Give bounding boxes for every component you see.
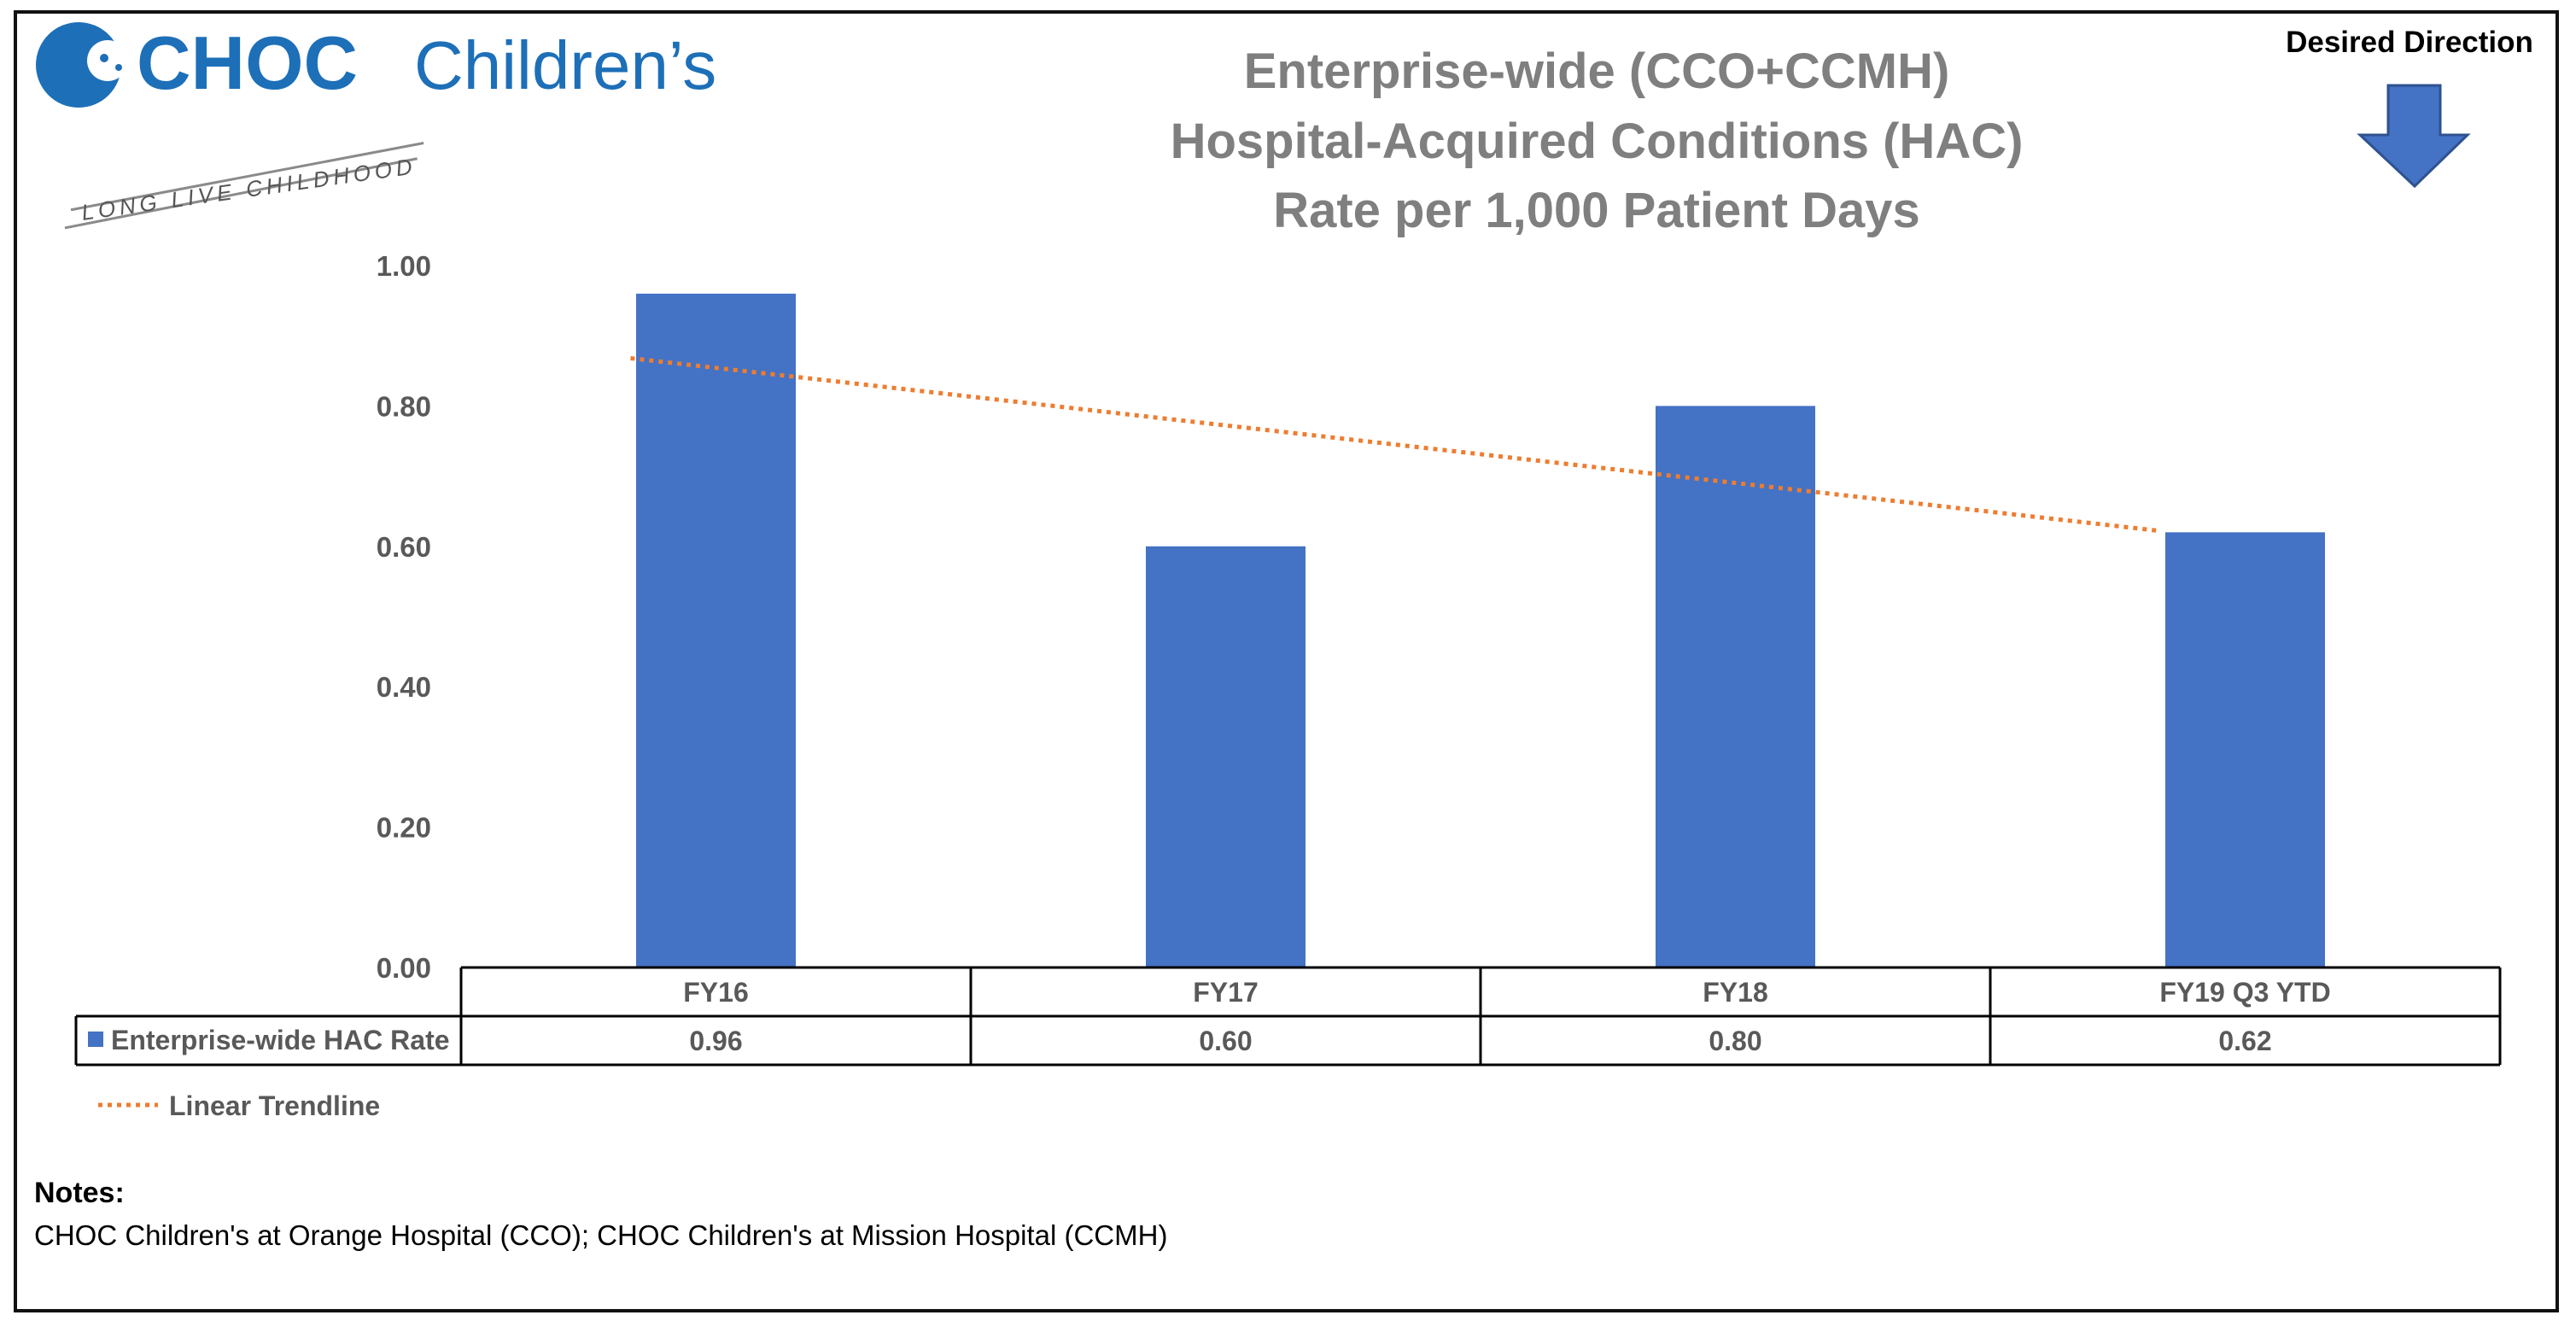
x-category-label: FY19 Q3 YTD [2159,977,2330,1008]
data-value-label: 0.96 [689,1026,742,1056]
choc-logo: CHOC Children’s LONG LIVE CHILDHOOD [36,20,716,230]
desired-direction-label: Desired Direction [2286,26,2533,59]
logo-tagline-group: LONG LIVE CHILDHOOD [64,142,424,230]
series-name-label: Enterprise-wide HAC Rate [111,1025,450,1055]
bear-logo-icon [36,22,131,108]
y-axis: 0.00 0.20 0.40 0.60 0.80 1.00 [377,250,431,984]
y-tick-label: 0.40 [377,671,431,703]
chart-title-line-3: Rate per 1,000 Patient Days [1273,183,1920,238]
bar-fy16 [636,293,796,967]
y-tick-label: 0.00 [377,952,431,984]
data-table: FY16 0.96 FY17 0.60 FY18 0.80 FY19 Q3 YTD 0.62 E… [74,966,2502,1067]
chart-frame [14,10,2559,1312]
logo-brand: CHOC [137,20,358,105]
x-category-label: FY17 [1193,977,1258,1008]
bar-fy19-q3-ytd [2165,532,2325,967]
series-legend-swatch [88,1032,103,1047]
logo-brand-suffix: Children’s [414,27,716,103]
y-tick-label: 0.20 [377,812,431,844]
x-category-label: FY16 [683,977,748,1008]
x-category-label: FY18 [1703,977,1767,1008]
down-arrow-icon [2357,84,2471,189]
y-tick-label: 1.00 [377,250,431,282]
bar-fy17 [1146,546,1306,967]
logo-tagline: LONG LIVE CHILDHOOD [80,153,418,225]
trendline-layer [630,356,2160,534]
legend: Linear Trendline [98,1090,380,1121]
data-value-label: 0.80 [1709,1026,1761,1056]
bar-series [636,293,2325,967]
linear-trendline [630,356,2160,534]
trendline-legend-label: Linear Trendline [169,1090,380,1121]
chart-title-line-2: Hospital-Acquired Conditions (HAC) [1171,114,2024,169]
bar-fy18 [1656,406,1815,967]
chart-title-line-1: Enterprise-wide (CCO+CCMH) [1244,44,1950,99]
y-tick-label: 0.60 [377,531,431,563]
notes-title: Notes: [34,1177,125,1209]
data-value-label: 0.60 [1199,1026,1252,1056]
notes-text: CHOC Children's at Orange Hospital (CCO)… [34,1219,1168,1251]
data-value-label: 0.62 [2218,1026,2271,1056]
y-tick-label: 0.80 [377,390,431,422]
